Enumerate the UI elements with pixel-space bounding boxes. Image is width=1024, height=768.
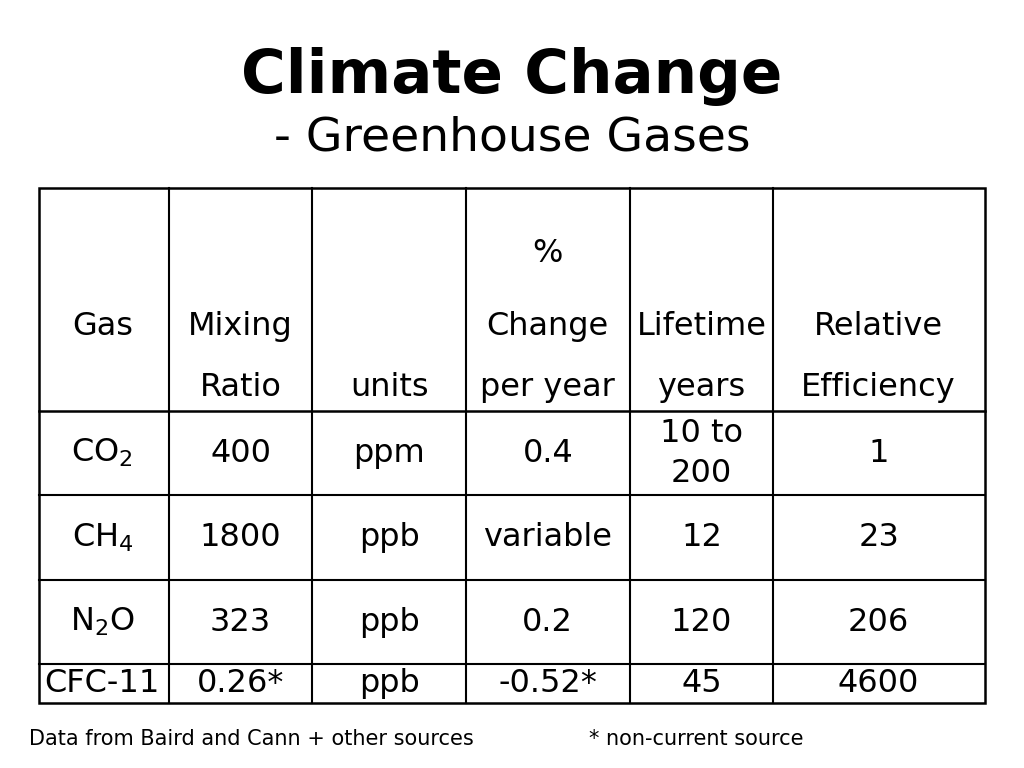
Bar bbox=[39, 188, 985, 703]
Text: %: % bbox=[532, 238, 563, 269]
Text: CH$_4$: CH$_4$ bbox=[72, 521, 133, 554]
Text: 12: 12 bbox=[681, 522, 722, 553]
Text: ppb: ppb bbox=[358, 668, 420, 699]
Text: Efficiency: Efficiency bbox=[801, 372, 956, 403]
Text: 200: 200 bbox=[671, 458, 732, 488]
Text: * non-current source: * non-current source bbox=[589, 729, 804, 749]
Text: years: years bbox=[657, 372, 745, 403]
Text: 323: 323 bbox=[210, 607, 271, 637]
Text: 0.4: 0.4 bbox=[522, 438, 573, 468]
Text: Mixing: Mixing bbox=[188, 311, 293, 342]
Text: per year: per year bbox=[480, 372, 615, 403]
Text: 120: 120 bbox=[671, 607, 732, 637]
Text: -0.52*: -0.52* bbox=[499, 668, 597, 699]
Text: - Greenhouse Gases: - Greenhouse Gases bbox=[273, 116, 751, 161]
Text: ppb: ppb bbox=[358, 607, 420, 637]
Text: 1800: 1800 bbox=[200, 522, 282, 553]
Text: Ratio: Ratio bbox=[200, 372, 282, 403]
Text: ppm: ppm bbox=[353, 438, 425, 468]
Text: units: units bbox=[350, 372, 428, 403]
Text: Climate Change: Climate Change bbox=[242, 48, 782, 106]
Text: N$_2$O: N$_2$O bbox=[70, 606, 135, 638]
Text: Change: Change bbox=[486, 311, 609, 342]
Text: 45: 45 bbox=[681, 668, 722, 699]
Text: CFC-11: CFC-11 bbox=[45, 668, 160, 699]
Text: 400: 400 bbox=[210, 438, 271, 468]
Text: 23: 23 bbox=[858, 522, 899, 553]
Text: 0.26*: 0.26* bbox=[197, 668, 285, 699]
Text: Lifetime: Lifetime bbox=[637, 311, 766, 342]
Text: ppb: ppb bbox=[358, 522, 420, 553]
Text: 10 to: 10 to bbox=[659, 418, 743, 449]
Text: Relative: Relative bbox=[814, 311, 943, 342]
Text: 4600: 4600 bbox=[838, 668, 920, 699]
Text: 0.2: 0.2 bbox=[522, 607, 573, 637]
Text: 206: 206 bbox=[848, 607, 909, 637]
Text: variable: variable bbox=[483, 522, 612, 553]
Text: Data from Baird and Cann + other sources: Data from Baird and Cann + other sources bbox=[29, 729, 473, 749]
Text: CO$_2$: CO$_2$ bbox=[72, 437, 133, 469]
Text: Gas: Gas bbox=[72, 311, 133, 342]
Text: 1: 1 bbox=[868, 438, 889, 468]
